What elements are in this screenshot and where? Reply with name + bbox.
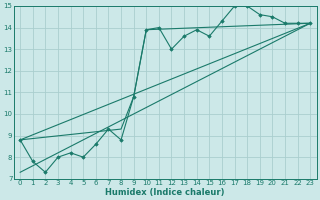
X-axis label: Humidex (Indice chaleur): Humidex (Indice chaleur) <box>106 188 225 197</box>
